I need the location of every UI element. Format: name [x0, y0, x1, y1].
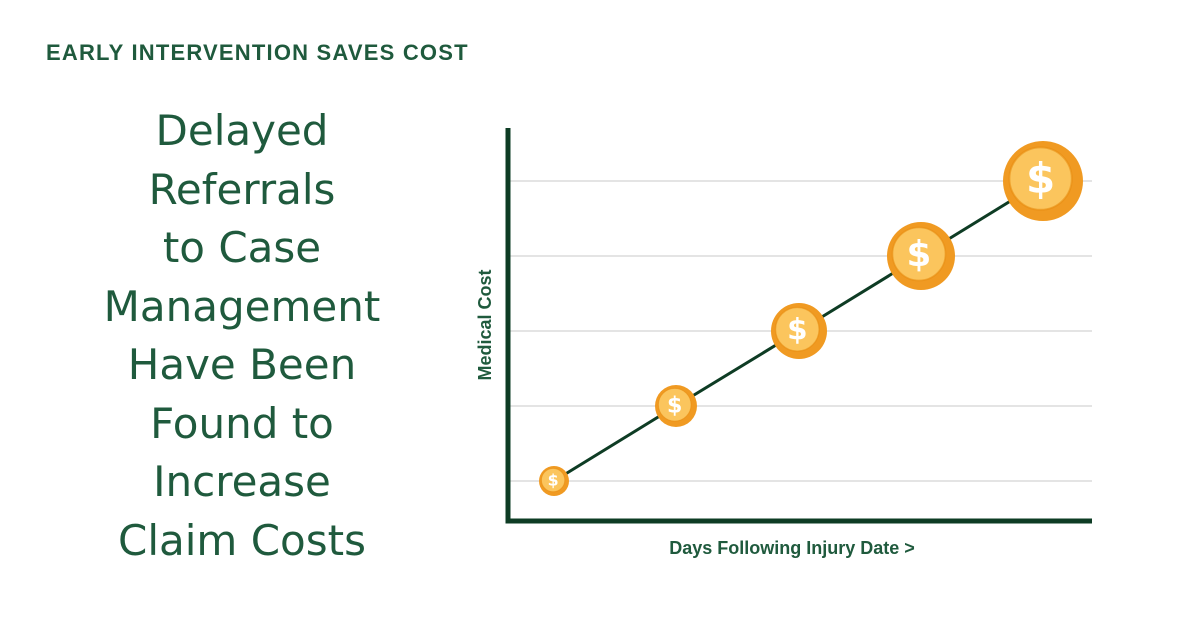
coin-rim — [774, 306, 820, 352]
coin-symbol: $ — [907, 234, 932, 275]
coin-rim — [657, 387, 692, 422]
headline-line: Found to — [150, 398, 334, 448]
coin-face — [775, 307, 820, 352]
coin-face — [541, 468, 565, 492]
coin-rim — [891, 226, 947, 282]
coin-markers: $ $ $ $ $ — [539, 141, 1083, 496]
dollar-coin-icon: $ — [1003, 141, 1083, 221]
dollar-coin-icon: $ — [771, 303, 827, 359]
coin-symbol: $ — [1026, 154, 1055, 203]
headline-line: Increase — [153, 457, 331, 506]
x-axis-label: Days Following Injury Date > — [669, 538, 915, 558]
dollar-coin-icon: $ — [655, 385, 697, 427]
dollar-coin-icon: $ — [887, 222, 955, 290]
coin-face — [658, 388, 692, 422]
headline: Delayed Referrals to Case Management Hav… — [62, 102, 422, 570]
headline-line: Management — [103, 281, 381, 331]
coin-face — [1009, 147, 1072, 210]
coin-symbol: $ — [667, 392, 682, 418]
eyebrow-title: EARLY INTERVENTION SAVES COST — [46, 40, 469, 65]
headline-line: Have Been — [127, 340, 357, 389]
coin-symbol: $ — [787, 312, 807, 346]
coin-symbol: $ — [548, 471, 559, 490]
coin-rim — [1008, 146, 1073, 211]
headline-line: Claim Costs — [118, 515, 366, 565]
headline-line: Referrals — [148, 164, 336, 214]
headline-line: Delayed — [155, 106, 329, 155]
y-axis-label: Medical Cost — [475, 269, 495, 380]
coin-face — [892, 227, 946, 281]
coin-rim — [540, 467, 566, 493]
dollar-coin-icon: $ — [539, 466, 569, 496]
cost-chart: $ $ $ $ $ Medical Cost Days Following Injury… — [475, 128, 1092, 558]
headline-line: to Case — [162, 223, 322, 272]
